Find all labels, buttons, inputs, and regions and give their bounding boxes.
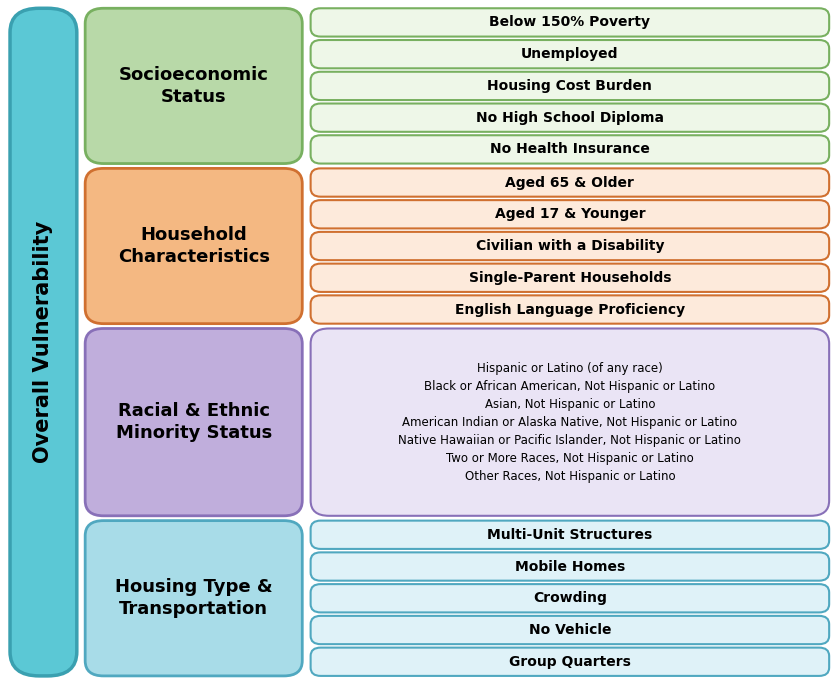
- FancyBboxPatch shape: [311, 40, 829, 68]
- FancyBboxPatch shape: [311, 521, 829, 549]
- Text: Multi-Unit Structures: Multi-Unit Structures: [488, 528, 652, 542]
- Text: Housing Cost Burden: Housing Cost Burden: [488, 79, 652, 93]
- Text: Overall Vulnerability: Overall Vulnerability: [33, 221, 53, 463]
- FancyBboxPatch shape: [311, 264, 829, 292]
- FancyBboxPatch shape: [85, 521, 302, 676]
- FancyBboxPatch shape: [311, 168, 829, 196]
- FancyBboxPatch shape: [311, 135, 829, 163]
- Text: Household
Characteristics: Household Characteristics: [118, 226, 270, 266]
- Text: No High School Diploma: No High School Diploma: [476, 111, 664, 125]
- Text: Civilian with a Disability: Civilian with a Disability: [476, 239, 664, 253]
- FancyBboxPatch shape: [311, 553, 829, 581]
- Text: Unemployed: Unemployed: [521, 47, 619, 61]
- FancyBboxPatch shape: [311, 616, 829, 644]
- FancyBboxPatch shape: [85, 329, 302, 516]
- Text: Aged 17 & Younger: Aged 17 & Younger: [494, 207, 645, 221]
- FancyBboxPatch shape: [311, 329, 829, 516]
- Text: Group Quarters: Group Quarters: [509, 655, 630, 669]
- Text: Single-Parent Households: Single-Parent Households: [468, 271, 671, 285]
- FancyBboxPatch shape: [85, 8, 302, 163]
- FancyBboxPatch shape: [10, 8, 77, 676]
- FancyBboxPatch shape: [311, 8, 829, 37]
- FancyBboxPatch shape: [311, 200, 829, 229]
- Text: Racial & Ethnic
Minority Status: Racial & Ethnic Minority Status: [115, 402, 272, 442]
- Text: Below 150% Poverty: Below 150% Poverty: [489, 15, 650, 30]
- Text: Aged 65 & Older: Aged 65 & Older: [505, 176, 635, 189]
- FancyBboxPatch shape: [311, 296, 829, 324]
- FancyBboxPatch shape: [311, 648, 829, 676]
- Text: No Health Insurance: No Health Insurance: [490, 143, 650, 156]
- Text: Socioeconomic
Status: Socioeconomic Status: [119, 66, 269, 106]
- FancyBboxPatch shape: [311, 72, 829, 100]
- FancyBboxPatch shape: [311, 232, 829, 260]
- Text: Hispanic or Latino (of any race)
Black or African American, Not Hispanic or Lati: Hispanic or Latino (of any race) Black o…: [398, 362, 741, 482]
- Text: No Vehicle: No Vehicle: [529, 623, 611, 637]
- Text: Housing Type &
Transportation: Housing Type & Transportation: [115, 578, 272, 618]
- Text: English Language Proficiency: English Language Proficiency: [455, 302, 685, 316]
- Text: Crowding: Crowding: [533, 591, 607, 605]
- FancyBboxPatch shape: [85, 168, 302, 324]
- FancyBboxPatch shape: [311, 103, 829, 132]
- Text: Mobile Homes: Mobile Homes: [514, 559, 625, 573]
- FancyBboxPatch shape: [311, 584, 829, 613]
